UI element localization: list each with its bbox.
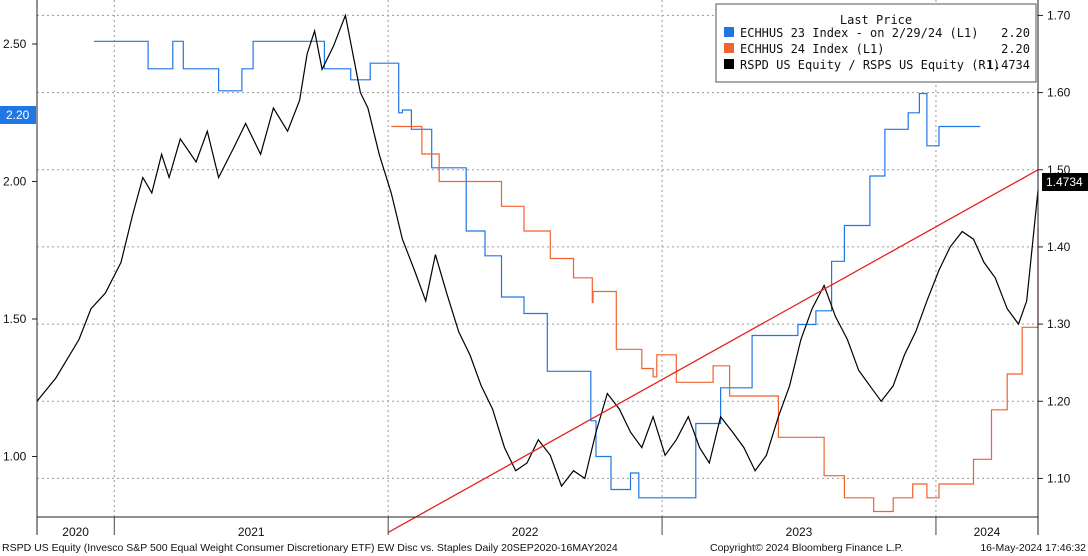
right-current-value-label: 1.4734	[1046, 175, 1083, 189]
legend-header: Last Price	[840, 13, 912, 27]
legend-swatch	[724, 27, 734, 37]
legend-entry-name: ECHHUS 24 Index (L1)	[740, 42, 885, 56]
left-current-value-tag: 2.20	[0, 106, 36, 124]
series-line-0	[94, 40, 981, 499]
legend-entries: ECHHUS 23 Index - on 2/29/24 (L1) 2.20 ECH…	[724, 26, 1030, 72]
x-tick-label: 2024	[974, 525, 1001, 539]
x-axis-ticks: 2020 2021 2022 2023 2024	[62, 517, 1001, 539]
legend-entry-name: ECHHUS 23 Index - on 2/29/24 (L1)	[740, 26, 978, 40]
right-current-value-tag: 1.4734	[1042, 173, 1088, 191]
legend-entry-name: RSPD US Equity / RSPS US Equity (R1)	[740, 58, 1000, 72]
legend: Last Price ECHHUS 23 Index - on 2/29/24 …	[715, 3, 1037, 83]
right-tick-label: 1.70	[1047, 8, 1071, 22]
grid	[37, 0, 1038, 517]
series-line-1	[391, 125, 1039, 513]
left-tick-label: 1.50	[3, 312, 27, 326]
left-axis-ticks: 2.50 2.00 1.50 1.00	[3, 37, 37, 464]
right-tick-label: 1.30	[1047, 317, 1071, 331]
right-tick-label: 1.40	[1047, 240, 1071, 254]
legend-swatch	[724, 43, 734, 53]
trendline	[387, 169, 1039, 533]
series-layer	[36, 13, 1039, 533]
axes	[36, 0, 1039, 535]
left-current-value-label: 2.20	[6, 108, 30, 122]
legend-entry-value: 2.20	[1001, 42, 1030, 56]
right-tick-label: 1.60	[1047, 86, 1071, 100]
x-tick-label: 2020	[62, 525, 89, 539]
x-tick-label: 2023	[786, 525, 813, 539]
legend-entry-value: 2.20	[1001, 26, 1030, 40]
left-tick-label: 2.50	[3, 37, 27, 51]
footer-timestamp: 16-May-2024 17:46:32	[980, 542, 1086, 554]
x-tick-label: 2022	[512, 525, 539, 539]
footer-copyright: Copyright© 2024 Bloomberg Finance L.P.	[710, 542, 903, 554]
footer-description: RSPD US Equity (Invesco S&P 500 Equal We…	[2, 542, 618, 554]
series-line-2	[36, 13, 1039, 488]
left-tick-label: 1.00	[3, 450, 27, 464]
legend-swatch	[724, 59, 734, 69]
legend-entry-value: 1.4734	[987, 58, 1030, 72]
right-tick-label: 1.20	[1047, 394, 1071, 408]
x-tick-label: 2021	[238, 525, 265, 539]
legend-box	[715, 3, 1037, 83]
right-tick-label: 1.10	[1047, 471, 1071, 485]
left-tick-label: 2.00	[3, 175, 27, 189]
